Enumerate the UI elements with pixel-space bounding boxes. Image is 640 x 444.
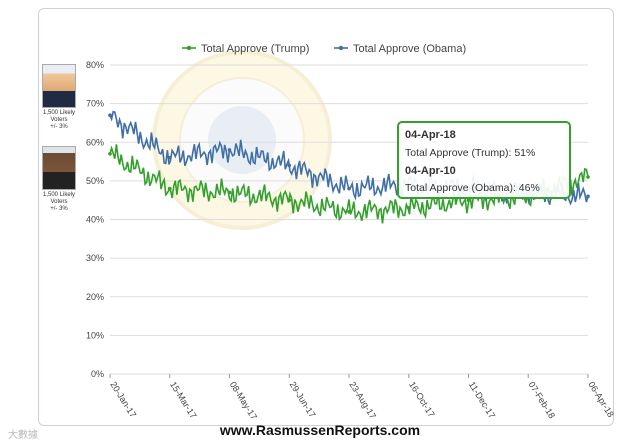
chart-frame xyxy=(38,8,614,426)
legend-marker xyxy=(338,45,344,51)
data-point-obama xyxy=(347,186,351,191)
data-point-trump xyxy=(466,198,471,202)
data-point-trump xyxy=(227,190,232,195)
source-footer[interactable]: www.RasmussenReports.com xyxy=(219,422,421,438)
presidential-seal-watermark xyxy=(152,50,332,230)
data-point-obama xyxy=(108,113,112,118)
data-point-obama xyxy=(227,148,232,152)
x-tick-label: 06-Apr-18 xyxy=(586,380,616,419)
y-tick-label: 10% xyxy=(86,330,104,340)
data-point-trump xyxy=(586,175,590,179)
y-tick-label: 40% xyxy=(86,215,104,225)
y-tick-label: 70% xyxy=(86,99,104,109)
data-point-obama xyxy=(167,155,172,160)
x-tick-label: 08-May-17 xyxy=(228,380,259,422)
x-tick-label: 29-Jun-17 xyxy=(288,380,318,420)
y-tick-label: 80% xyxy=(86,60,104,70)
y-tick-label: 20% xyxy=(86,292,104,302)
tooltip-date-2: 04-Apr-10 xyxy=(405,165,456,177)
legend-label-trump[interactable]: Total Approve (Trump) xyxy=(201,43,309,55)
tooltip-date-1: 04-Apr-18 xyxy=(405,129,456,141)
x-tick-label: 23-Aug-17 xyxy=(347,380,378,421)
legend-marker xyxy=(186,45,192,51)
series-line-trump xyxy=(109,144,589,224)
x-tick-label: 07-Feb-18 xyxy=(527,380,557,421)
x-tick-label: 11-Dec-17 xyxy=(467,380,497,420)
obama-caption: 1,500 Likely Voters +/- 3% xyxy=(42,192,76,212)
legend-label-obama[interactable]: Total Approve (Obama) xyxy=(353,43,466,55)
legend[interactable]: Total Approve (Trump) Total Approve (Obam… xyxy=(182,43,466,55)
data-point-trump xyxy=(287,198,292,202)
y-axis: 0% 10% 20% 30% 40% 50% 60% 70% 80% xyxy=(86,60,104,379)
data-point-trump xyxy=(347,209,351,214)
x-axis: 20-Jan-17 15-Mar-17 08-May-17 29-Jun-17 23-A… xyxy=(108,374,616,422)
tooltip-box xyxy=(397,121,571,199)
data-point-obama xyxy=(586,194,590,199)
y-tick-label: 0% xyxy=(91,369,104,379)
tooltip-line-2: Total Approve (Obama): 46% xyxy=(405,182,540,194)
data-point-trump xyxy=(108,152,112,156)
obama-photo xyxy=(42,146,76,190)
x-tick-label: 20-Jan-17 xyxy=(108,380,138,420)
x-tick-label: 15-Mar-17 xyxy=(168,380,198,421)
y-tick-label: 30% xyxy=(86,253,104,263)
data-point-trump xyxy=(167,186,172,191)
y-tick-label: 50% xyxy=(86,176,104,186)
obama-portrait: 1,500 Likely Voters +/- 3% xyxy=(42,146,76,213)
corner-watermark: 大數據 xyxy=(8,430,38,441)
trump-caption: 1,500 Likely Voters +/- 3% xyxy=(42,110,76,130)
data-point-obama xyxy=(287,163,292,168)
trump-portrait: 1,500 Likely Voters +/- 3% xyxy=(42,64,76,131)
data-point-trump xyxy=(406,206,411,210)
trump-photo xyxy=(42,64,76,108)
tooltip: 04-Apr-18 Total Approve (Trump): 51% 04-… xyxy=(397,121,571,199)
y-tick-label: 60% xyxy=(86,137,104,147)
x-tick-label: 16-Oct-17 xyxy=(407,380,437,419)
tooltip-line-1: Total Approve (Trump): 51% xyxy=(405,147,535,159)
